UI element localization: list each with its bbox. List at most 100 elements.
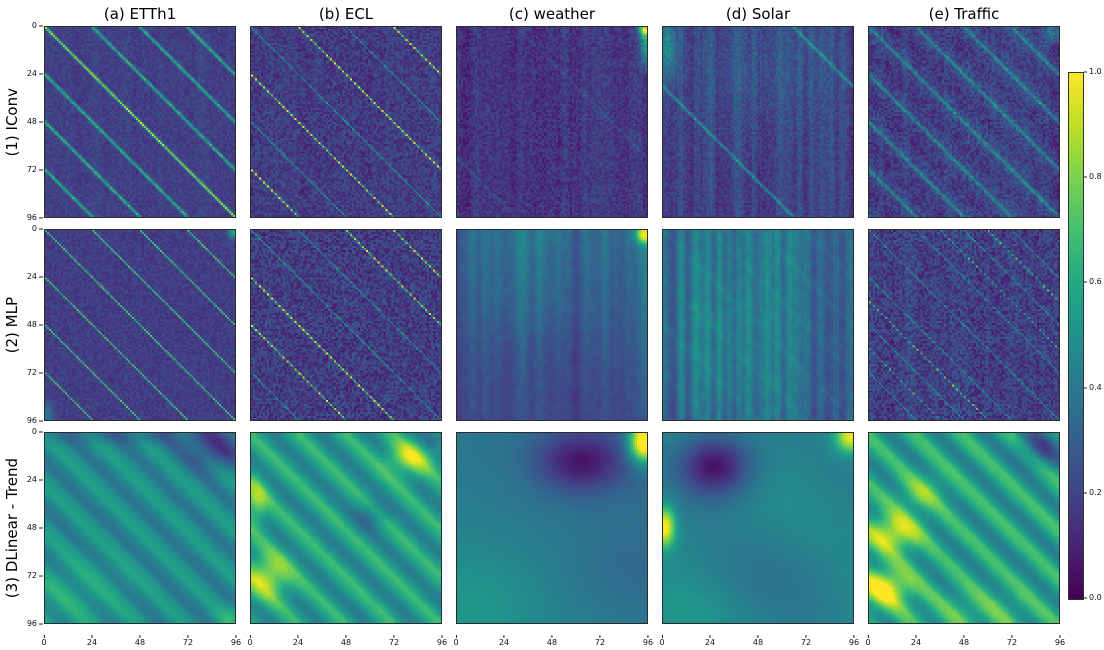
x-tick-label: 24 [86,638,98,647]
x-tick-label: 24 [704,638,716,647]
heatmap-panel-ecl-mlp [250,229,442,421]
y-tick-label: 48 [26,523,37,532]
heatmap-canvas-traffic-mlp [869,230,1059,420]
column-title-traffic: (e) Traffic [928,5,1000,23]
x-tick-label: 96 [1054,638,1066,647]
x-tick-label: 48 [752,638,764,647]
y-tick-label: 96 [26,416,37,425]
x-tick-label: 0 [41,638,47,647]
colorbar-canvas [1068,72,1084,600]
heatmap-panel-traffic-dlinear [868,432,1060,624]
heatmap-panel-solar-iconv [662,26,854,218]
x-tick-label: 72 [594,638,606,647]
colorbar-ticks: 1.0 0.8 0.6 0.4 0.2 0.0 [1068,68,1104,602]
y-tick-label: 48 [26,117,37,126]
colorbar-tick-label: 0.2 [1089,487,1102,497]
heatmap-panel-ecl-dlinear [250,432,442,624]
y-tick-label: 96 [26,213,37,222]
x-axis-ticks-row: 0 24 48 72 96 0 24 48 72 96 0 24 48 72 96 0 24 48 72 96 … [41,635,1104,650]
y-tick-label: 24 [26,475,37,484]
x-tick-label: 96 [230,638,242,647]
heatmap-panel-weather-dlinear [456,432,648,624]
y-tick-label: 24 [26,272,37,281]
y-tick-label: 0 [31,224,37,233]
heatmap-row-iconv: (1) IConv 0 24 48 72 96 [2,22,1104,222]
row-label-text: (3) DLinear - Trend [3,457,21,599]
y-tick-label: 48 [26,320,37,329]
row-label-text: (1) IConv [3,87,21,157]
x-axis-ticks-ecl: 0 24 48 72 96 [247,635,447,650]
colorbar: 1.0 0.8 0.6 0.4 0.2 0.0 [1068,68,1104,602]
heatmap-canvas-ecl-dlinear [251,433,441,623]
x-tick-label: 24 [292,638,304,647]
x-tick-label: 48 [340,638,352,647]
heatmap-canvas-ecl-mlp [251,230,441,420]
heatmap-canvas-weather-iconv [457,27,647,217]
heatmap-panel-solar-mlp [662,229,854,421]
heatmap-canvas-etth1-dlinear [45,433,235,623]
heatmap-panel-etth1-iconv [44,26,236,218]
heatmap-panel-ecl-iconv [250,26,442,218]
colorbar-tick-label: 0.0 [1089,593,1102,602]
x-tick-label: 48 [958,638,970,647]
column-title-weather: (c) weather [508,5,596,23]
row-label-text: (2) MLP [3,296,21,354]
y-axis-ticks: 0 24 48 72 96 [22,225,44,425]
x-tick-label: 96 [436,638,448,647]
x-tick-label: 0 [659,638,665,647]
heatmap-panel-traffic-iconv [868,26,1060,218]
row-label-mlp: (2) MLP [2,229,22,421]
x-tick-label: 24 [910,638,922,647]
heatmap-canvas-traffic-iconv [869,27,1059,217]
heatmap-canvas-traffic-dlinear [869,433,1059,623]
heatmap-panel-solar-dlinear [662,432,854,624]
x-tick-label: 0 [247,638,253,647]
x-tick-label: 0 [865,638,871,647]
heatmap-row-dlinear-trend: (3) DLinear - Trend 0 24 48 72 96 [2,428,1104,628]
row-label-dlinear-trend: (3) DLinear - Trend [2,432,22,624]
x-tick-label: 24 [498,638,510,647]
x-axis-ticks-traffic: 0 24 48 72 96 [865,635,1065,650]
column-title-ecl: (b) ECL [318,5,374,23]
y-tick-label: 72 [26,571,37,580]
y-tick-label: 0 [31,427,37,436]
row-label-iconv: (1) IConv [2,26,22,218]
x-tick-label: 0 [453,638,459,647]
y-tick-label: 96 [26,619,37,628]
y-axis-ticks: 0 24 48 72 96 [22,22,44,222]
colorbar-tick-label: 0.8 [1089,172,1102,182]
colorbar-tick-label: 1.0 [1089,67,1102,76]
heatmap-canvas-weather-mlp [457,230,647,420]
heatmap-canvas-etth1-iconv [45,27,235,217]
heatmap-panel-etth1-mlp [44,229,236,421]
heatmap-canvas-weather-dlinear [457,433,647,623]
column-title-etth1: (a) ETTh1 [103,5,177,23]
y-axis-ticks: 0 24 48 72 96 [22,428,44,628]
x-tick-label: 72 [800,638,812,647]
heatmap-panel-weather-mlp [456,229,648,421]
x-tick-label: 96 [642,638,654,647]
x-tick-label: 48 [134,638,146,647]
colorbar-tick-label: 0.4 [1089,382,1102,392]
x-tick-label: 96 [848,638,860,647]
y-tick-label: 72 [26,165,37,174]
x-tick-label: 72 [1006,638,1018,647]
x-axis-ticks-solar: 0 24 48 72 96 [659,635,859,650]
heatmap-panel-weather-iconv [456,26,648,218]
heatmap-panel-traffic-mlp [868,229,1060,421]
heatmap-canvas-solar-iconv [663,27,853,217]
column-title-solar: (d) Solar [725,5,791,23]
colorbar-tick-label: 0.6 [1089,277,1102,287]
heatmap-panel-etth1-dlinear [44,432,236,624]
column-titles: (a) ETTh1 (b) ECL (c) weather (d) Solar … [44,4,1104,26]
x-tick-label: 48 [546,638,558,647]
heatmap-row-mlp: (2) MLP 0 24 48 72 96 [2,225,1104,425]
y-tick-label: 72 [26,368,37,377]
x-tick-label: 72 [388,638,400,647]
heatmap-canvas-ecl-iconv [251,27,441,217]
y-tick-label: 0 [31,21,37,30]
heatmap-canvas-solar-dlinear [663,433,853,623]
heatmap-canvas-solar-mlp [663,230,853,420]
x-axis-ticks-weather: 0 24 48 72 96 [453,635,653,650]
